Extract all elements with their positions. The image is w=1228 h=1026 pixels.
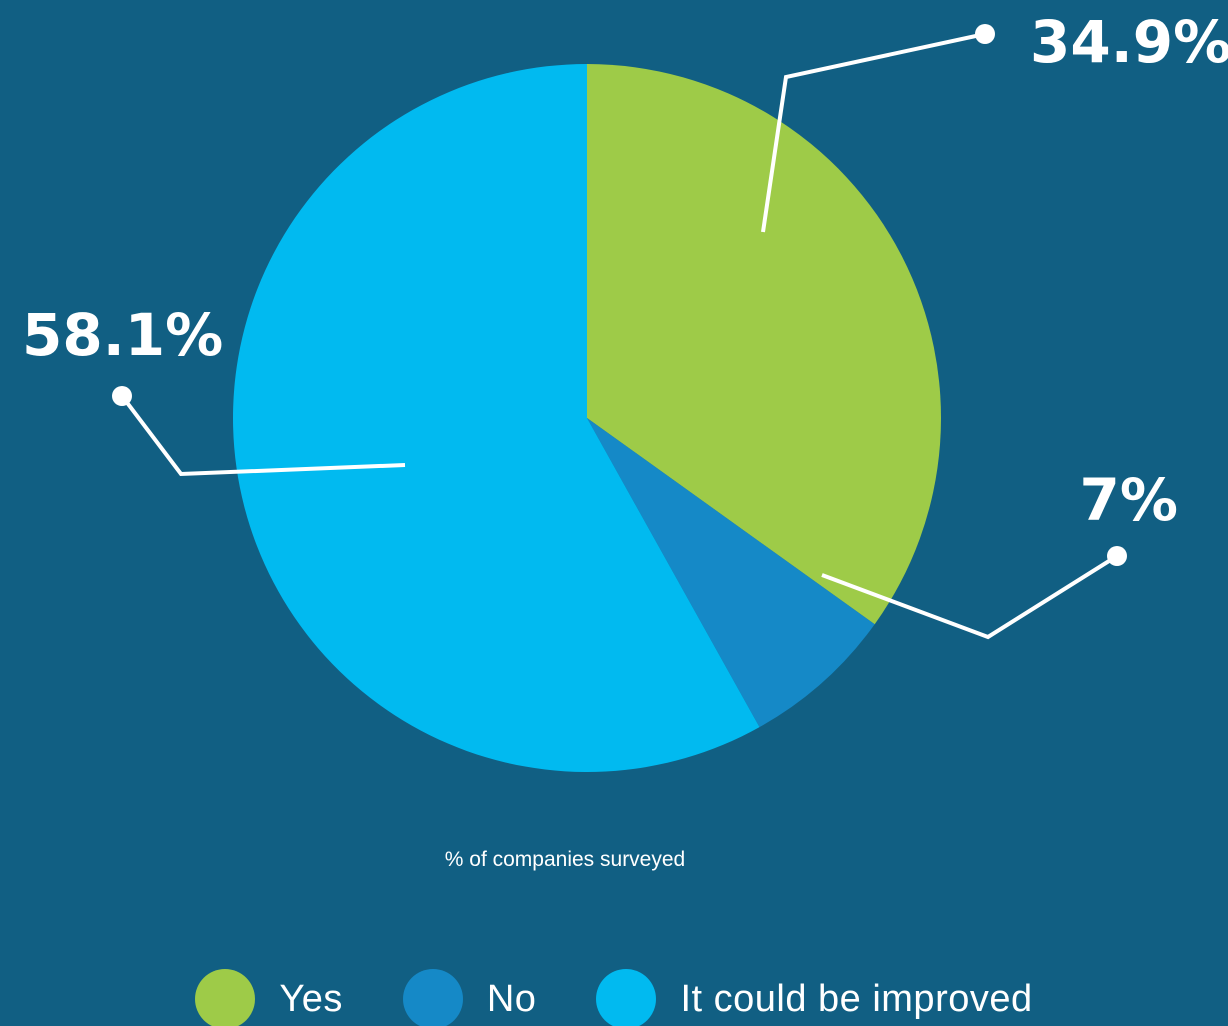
legend-label-improved: It could be improved [680, 977, 1033, 1020]
leader-lines [112, 24, 1127, 640]
data-label-it-could-be-improved: 58.1% [22, 301, 223, 369]
legend-item-improved: It could be improved [596, 969, 1032, 1026]
leader-line-yes [761, 32, 986, 233]
chart-caption: % of companies surveyed [445, 848, 685, 871]
legend-item-yes: Yes [195, 969, 343, 1026]
legend: Yes No It could be improved [0, 969, 1228, 1026]
legend-swatch-improved [596, 969, 657, 1026]
leader-dot-no [1107, 546, 1127, 566]
pie-slice-yes [587, 64, 942, 625]
legend-item-no: No [402, 969, 537, 1026]
pie-slice-it-could-be-improved [232, 64, 760, 772]
data-label-yes: 34.9% [1030, 8, 1228, 76]
legend-label-yes: Yes [279, 977, 343, 1020]
data-labels: 34.9% 7% 58.1% [22, 8, 1228, 534]
data-label-no: 7% [1080, 466, 1178, 534]
leader-dot-yes [975, 24, 995, 44]
leader-line-no [821, 554, 1119, 640]
pie-slices [232, 64, 942, 772]
leader-line-it-could-be-improved [120, 394, 406, 477]
pie-slice-no [587, 418, 875, 728]
leader-dot-it-could-be-improved [112, 386, 132, 406]
legend-swatch-no [402, 969, 463, 1026]
legend-label-no: No [486, 977, 537, 1020]
legend-swatch-yes [195, 969, 256, 1026]
